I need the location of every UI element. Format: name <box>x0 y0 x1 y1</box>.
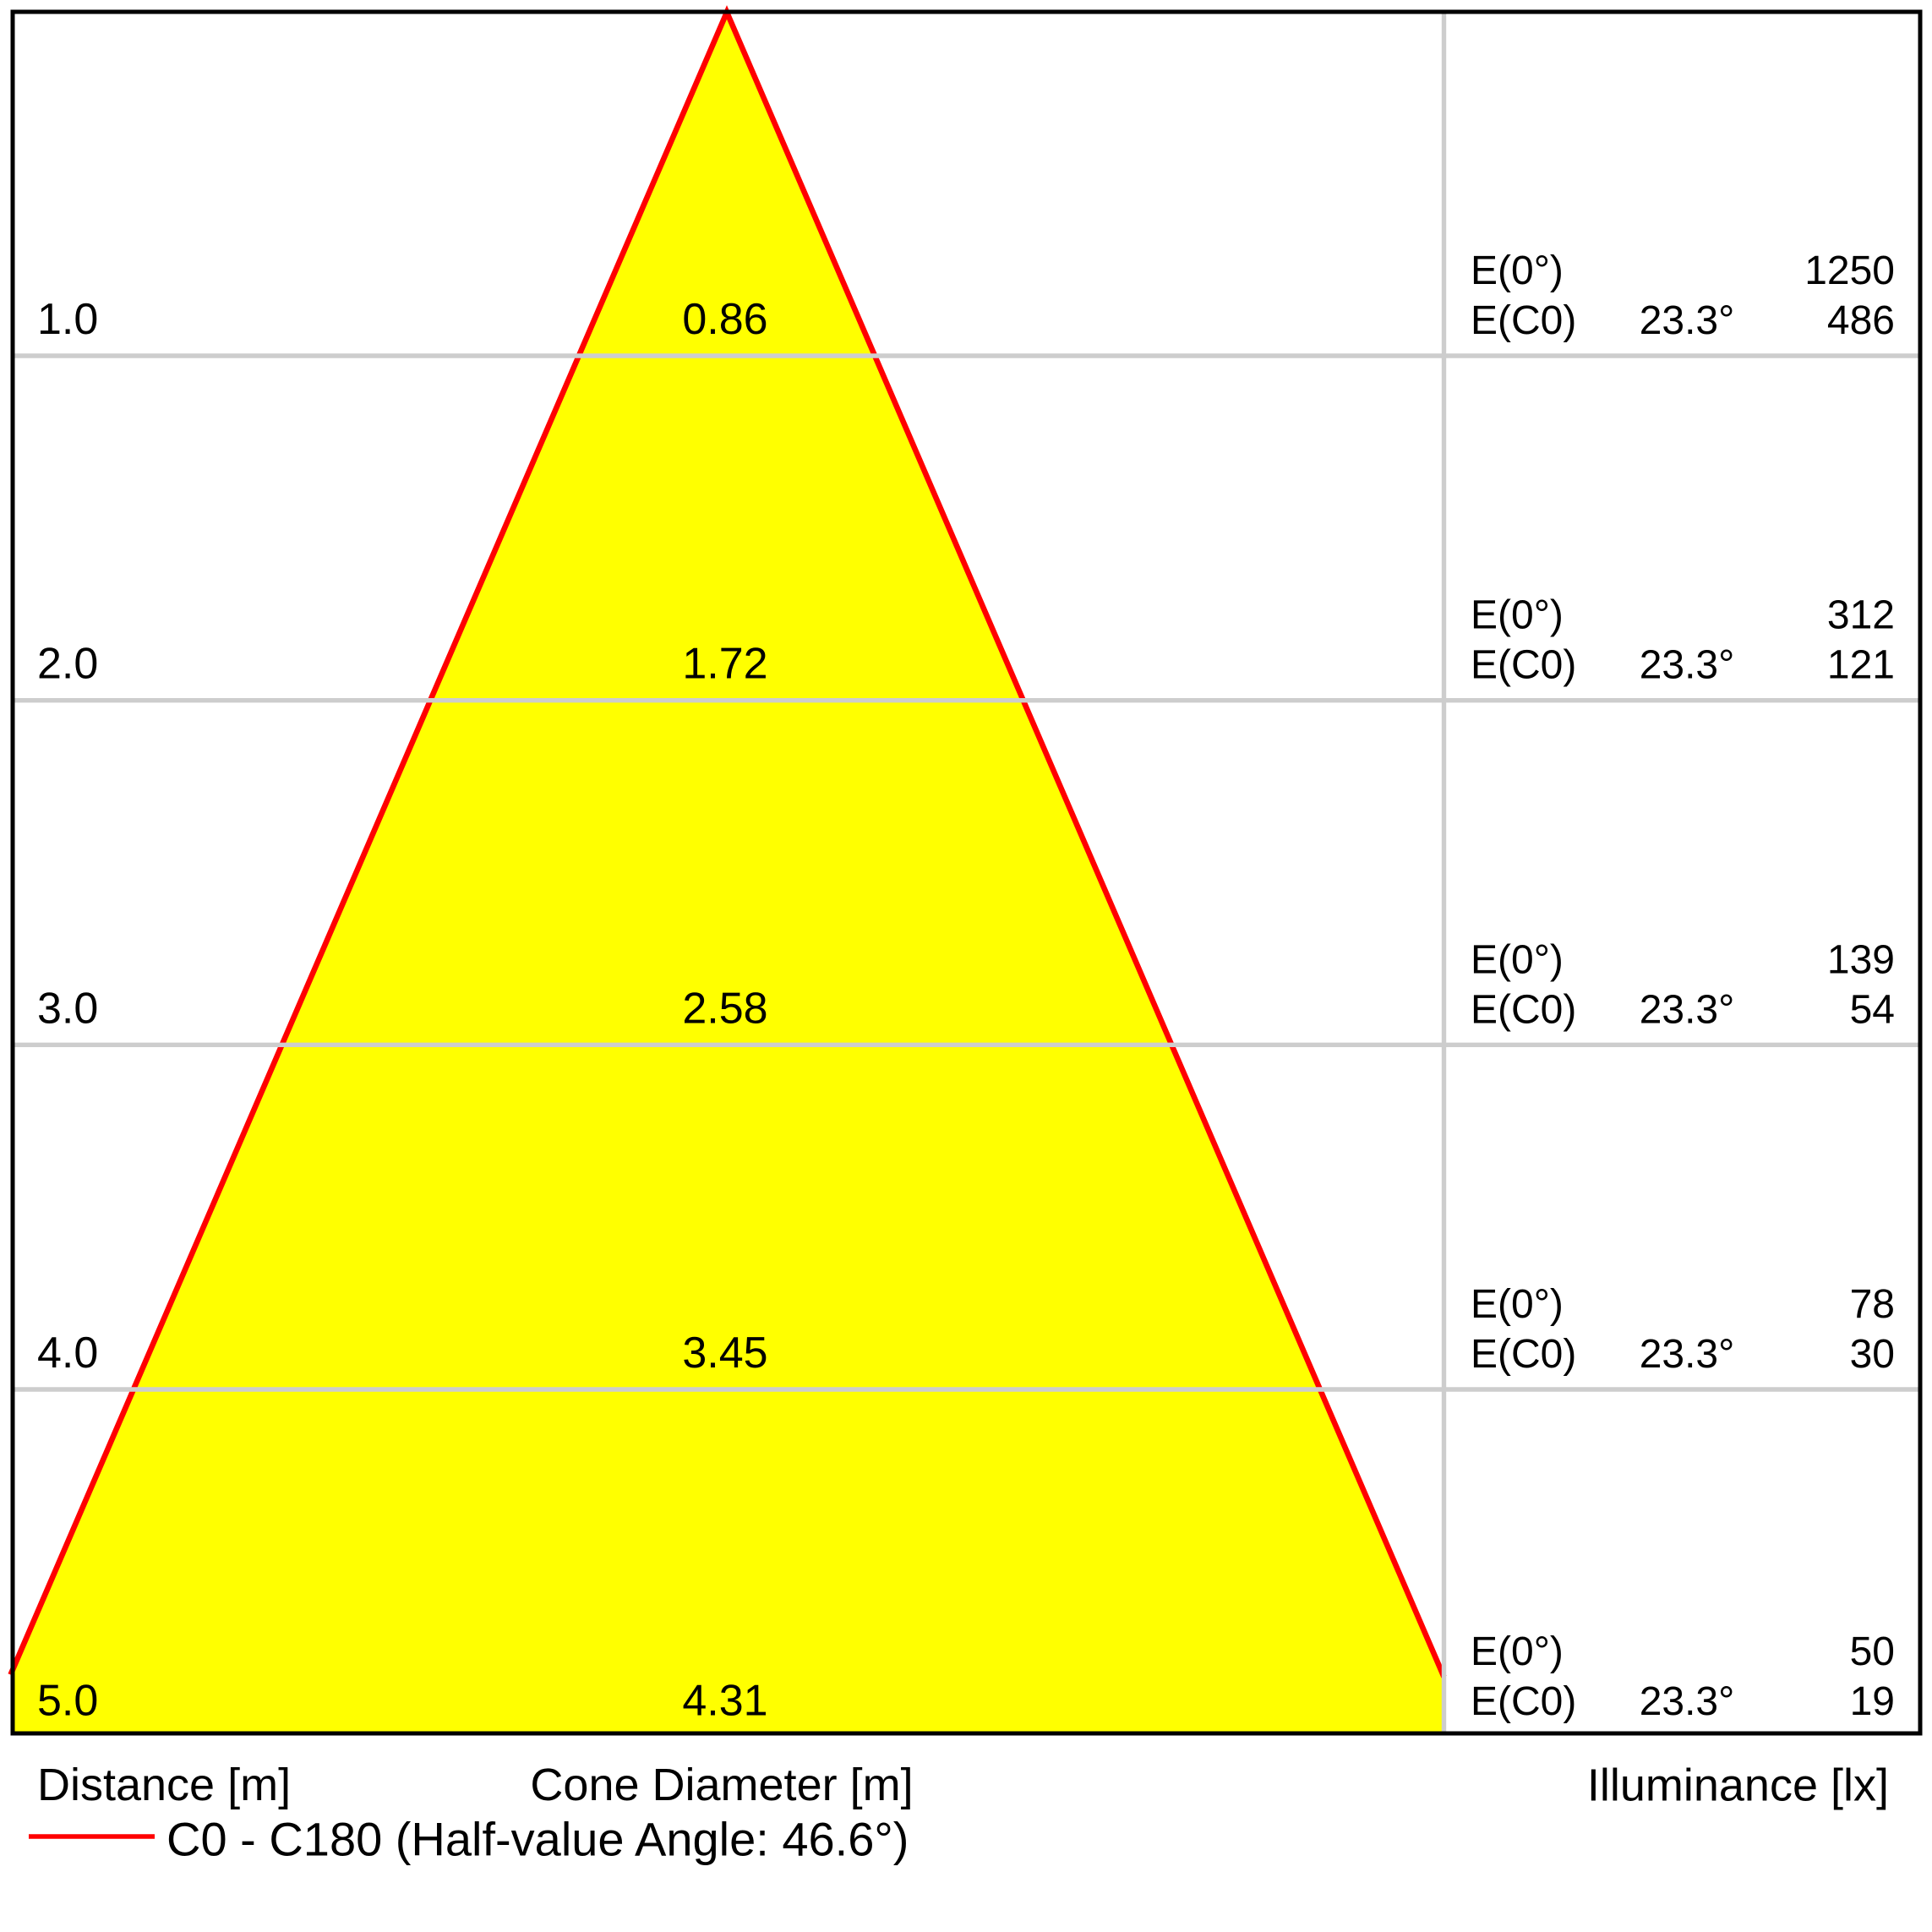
svg-text:50: 50 <box>1850 1629 1895 1674</box>
svg-text:C0 - C180 (Half-value Angle: 4: C0 - C180 (Half-value Angle: 46.6°) <box>166 1813 909 1866</box>
svg-text:Illuminance [lx]: Illuminance [lx] <box>1587 1760 1889 1811</box>
svg-text:139: 139 <box>1827 937 1895 982</box>
svg-text:E(0°): E(0°) <box>1471 1629 1564 1674</box>
svg-text:121: 121 <box>1827 643 1895 688</box>
svg-text:2.0: 2.0 <box>37 640 98 689</box>
svg-text:312: 312 <box>1827 593 1895 638</box>
svg-text:Cone Diameter [m]: Cone Diameter [m] <box>530 1760 913 1810</box>
svg-text:E(C0): E(C0) <box>1471 298 1576 343</box>
svg-text:1.72: 1.72 <box>682 640 767 689</box>
svg-text:E(C0): E(C0) <box>1471 1332 1576 1377</box>
svg-text:E(C0): E(C0) <box>1471 643 1576 688</box>
svg-text:Distance [m]: Distance [m] <box>37 1760 291 1810</box>
svg-text:E(0°): E(0°) <box>1471 593 1564 638</box>
svg-text:E(C0): E(C0) <box>1471 987 1576 1032</box>
svg-text:30: 30 <box>1850 1332 1895 1377</box>
svg-text:78: 78 <box>1850 1282 1895 1327</box>
svg-text:E(0°): E(0°) <box>1471 937 1564 982</box>
svg-text:23.3°: 23.3° <box>1640 987 1735 1032</box>
svg-text:19: 19 <box>1850 1679 1895 1724</box>
svg-text:2.58: 2.58 <box>682 984 767 1033</box>
svg-text:5.0: 5.0 <box>37 1677 98 1726</box>
svg-text:23.3°: 23.3° <box>1640 298 1735 343</box>
svg-text:23.3°: 23.3° <box>1640 1332 1735 1377</box>
svg-text:4.31: 4.31 <box>682 1677 767 1726</box>
svg-text:1250: 1250 <box>1804 248 1895 293</box>
svg-text:4.0: 4.0 <box>37 1329 98 1378</box>
svg-text:23.3°: 23.3° <box>1640 643 1735 688</box>
svg-text:3.45: 3.45 <box>682 1329 767 1378</box>
svg-text:0.86: 0.86 <box>682 295 767 344</box>
svg-text:1.0: 1.0 <box>37 295 98 344</box>
svg-text:23.3°: 23.3° <box>1640 1679 1735 1724</box>
svg-text:E(0°): E(0°) <box>1471 1282 1564 1327</box>
svg-text:3.0: 3.0 <box>37 984 98 1033</box>
svg-text:E(0°): E(0°) <box>1471 248 1564 293</box>
svg-text:E(C0): E(C0) <box>1471 1679 1576 1724</box>
svg-text:486: 486 <box>1827 298 1895 343</box>
svg-text:54: 54 <box>1850 987 1895 1032</box>
